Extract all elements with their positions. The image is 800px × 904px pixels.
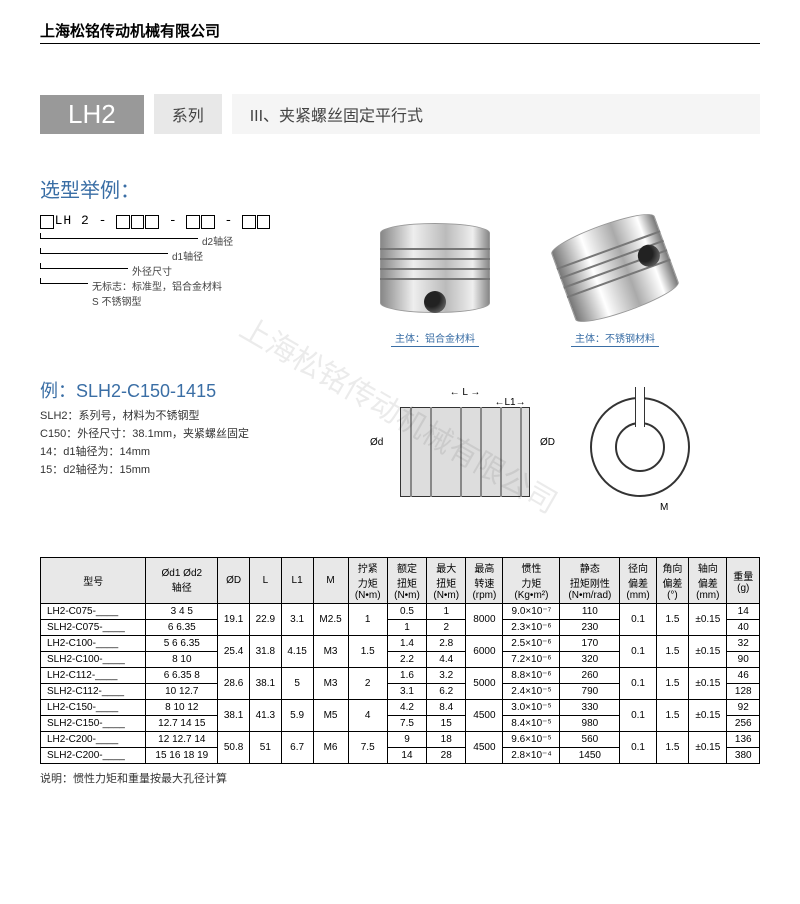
example-line: 15：d2轴径为：15mm [40,461,340,477]
table-row: LH2-C112-____6 6.35 828.638.15M321.63.25… [41,668,760,684]
table-header: 拧紧力矩(N•m) [348,558,387,604]
table-header: 角向偏差(°) [656,558,688,604]
table-header: ØD [218,558,250,604]
code-label: d1轴径 [168,248,203,263]
spec-table: 型号Ød1 Ød2轴径ØDLL1M拧紧力矩(N•m)额定扭矩(N•m)最大扭矩(… [40,557,760,764]
series-code: LH2 [40,95,144,134]
table-header: 最高转速(rpm) [466,558,503,604]
example-row: 例：SLH2-C150-1415 SLH2：系列号，材料为不锈钢型 C150：外… [40,377,760,517]
dim-L: L [462,387,467,398]
table-header: 型号 [41,558,146,604]
series-label: 系列 [154,94,222,134]
table-header: 静态扭矩刚性(N•m/rad) [560,558,620,604]
product-caption-left: 主体：铝合金材料 [391,329,479,347]
table-row: LH2-C150-____8 10 1238.141.35.9M544.28.4… [41,700,760,716]
table-header: 惯性力矩(Kg•m²) [503,558,560,604]
dim-M: M [660,502,668,513]
drawing-side-view: ← L → ←L1→ Ød ØD [360,377,560,517]
table-header: L [249,558,281,604]
page: 上海松铭传动机械有限公司 LH2 系列 III、夹紧螺丝固定平行式 选型举例： … [0,0,800,826]
code-label: 外径尺寸 [128,263,172,278]
code-labels: d2轴径 d1轴径 外径尺寸 无标志：标准型，铝合金材料 S 不锈钢型 [40,233,340,308]
product-right: 主体：不锈钢材料 [540,213,690,347]
product-left: 主体：铝合金材料 [360,213,510,347]
product-images: 主体：铝合金材料 主体：不锈钢材料 [360,213,760,347]
example-text: 例：SLH2-C150-1415 SLH2：系列号，材料为不锈钢型 C150：外… [40,377,340,517]
footnote: 说明：惯性力矩和重量按最大孔径计算 [40,770,760,786]
company-header: 上海松铭传动机械有限公司 [40,20,760,44]
table-header: L1 [281,558,313,604]
drawing-end-view: M [580,387,700,507]
code-label: S 不锈钢型 [88,293,141,308]
example-line: 14：d1轴径为：14mm [40,443,340,459]
company-name: 上海松铭传动机械有限公司 [40,23,220,40]
table-header: 重量(g) [727,558,760,604]
selection-area: LH 2 - - - d2轴径 d1轴径 外径尺寸 无标志：标准型，铝合金材料 … [40,213,760,347]
code-label: 无标志：标准型，铝合金材料 [88,278,222,293]
dim-OD: ØD [540,437,555,448]
table-header: 径向偏差(mm) [620,558,656,604]
example-code: 例：SLH2-C150-1415 [40,377,340,403]
series-desc: III、夹紧螺丝固定平行式 [232,94,760,134]
series-row: LH2 系列 III、夹紧螺丝固定平行式 [40,94,760,134]
product-image-steel [526,191,705,346]
table-header: 最大扭矩(N•m) [427,558,466,604]
technical-drawing: ← L → ←L1→ Ød ØD M [360,377,760,517]
table-row: LH2-C100-____5 6 6.3525.431.84.15M31.51.… [41,636,760,652]
code-diagram: LH 2 - - - d2轴径 d1轴径 外径尺寸 无标志：标准型，铝合金材料 … [40,213,340,323]
table-row: LH2-C075-____3 4 519.122.93.1M2.510.5180… [41,604,760,620]
table-row: LH2-C200-____12 12.7 1450.8516.7M67.5918… [41,732,760,748]
example-line: SLH2：系列号，材料为不锈钢型 [40,407,340,423]
code-label: d2轴径 [198,233,233,248]
example-lines: SLH2：系列号，材料为不锈钢型 C150：外径尺寸：38.1mm，夹紧螺丝固定… [40,407,340,477]
dim-od: Ød [370,437,383,448]
table-header: M [313,558,348,604]
product-image-aluminum [360,213,510,323]
table-header: Ød1 Ød2轴径 [146,558,218,604]
example-line: C150：外径尺寸：38.1mm，夹紧螺丝固定 [40,425,340,441]
code-template-line: LH 2 - - - [40,213,340,229]
table-header: 额定扭矩(N•m) [387,558,426,604]
table-header: 轴向偏差(mm) [689,558,727,604]
